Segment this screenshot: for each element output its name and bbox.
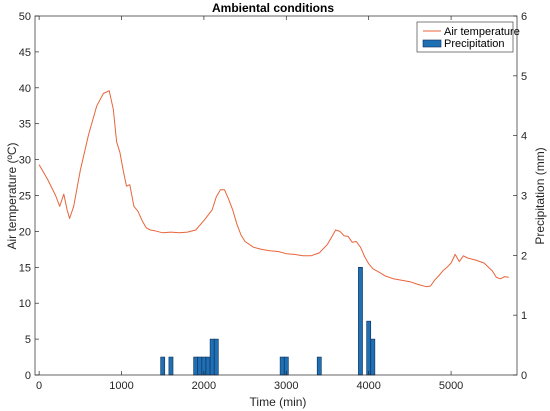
y-left-tick-label: 45 xyxy=(19,47,31,59)
y-right-tick-label: 4 xyxy=(521,131,527,143)
legend-precipitation-label: Precipitation xyxy=(444,38,505,50)
temperature-line xyxy=(38,90,509,288)
precipitation-bar xyxy=(279,356,285,376)
precipitation-bar xyxy=(366,320,372,376)
y-right-tick-label: 1 xyxy=(521,310,527,322)
y-axis-left-label: Air temperature (ºC) xyxy=(5,142,19,249)
precipitation-bar xyxy=(205,356,211,376)
y-left-tick-label: 15 xyxy=(19,262,31,274)
y-right-tick-label: 3 xyxy=(521,191,527,203)
x-tick-label: 1000 xyxy=(109,380,133,392)
y-left-tick-label: 40 xyxy=(19,83,31,95)
y-right-tick-label: 0 xyxy=(521,370,527,382)
y-left-tick-label: 35 xyxy=(19,119,31,131)
x-tick-label: 5000 xyxy=(439,380,463,392)
y-right-tick-label: 2 xyxy=(521,250,527,262)
y-left-tick-label: 5 xyxy=(25,334,31,346)
plot-area xyxy=(35,16,517,375)
precipitation-bar xyxy=(370,338,376,376)
legend-precipitation-swatch xyxy=(422,39,442,48)
x-tick-label: 0 xyxy=(36,380,42,392)
temperature-line-layer xyxy=(38,90,509,288)
precipitation-bar xyxy=(209,338,215,376)
y-left-tick-label: 0 xyxy=(25,370,31,382)
axes: 0 1000 2000 3000 4000 50000510152025303540455… xyxy=(19,11,527,392)
y-left-tick-label: 50 xyxy=(19,11,31,23)
precipitation-bar xyxy=(316,356,322,376)
y-right-tick-label: 5 xyxy=(521,71,527,83)
legend-temperature-label: Air temperature xyxy=(444,26,520,38)
legend: Air temperature Precipitation xyxy=(416,21,520,53)
plot-background xyxy=(35,16,517,375)
precipitation-bar xyxy=(168,356,174,376)
x-tick-label: 4000 xyxy=(356,380,380,392)
y-right-tick-label: 6 xyxy=(521,11,527,23)
x-axis-label: Time (min) xyxy=(250,395,307,409)
chart-title: Ambiental conditions xyxy=(212,1,334,15)
x-tick-label: 3000 xyxy=(274,380,298,392)
y-left-tick-label: 30 xyxy=(19,155,31,167)
precipitation-bar xyxy=(197,356,203,376)
precipitation-bar xyxy=(193,356,199,376)
y-left-tick-label: 10 xyxy=(19,298,31,310)
precipitation-bar xyxy=(160,356,166,376)
x-tick-label: 2000 xyxy=(192,380,216,392)
precipitation-bar xyxy=(213,338,219,376)
y-left-tick-label: 20 xyxy=(19,226,31,238)
y-axis-right-label: Precipitation (mm) xyxy=(533,147,547,244)
y-left-tick-label: 25 xyxy=(19,191,31,203)
precipitation-bar xyxy=(358,266,363,376)
